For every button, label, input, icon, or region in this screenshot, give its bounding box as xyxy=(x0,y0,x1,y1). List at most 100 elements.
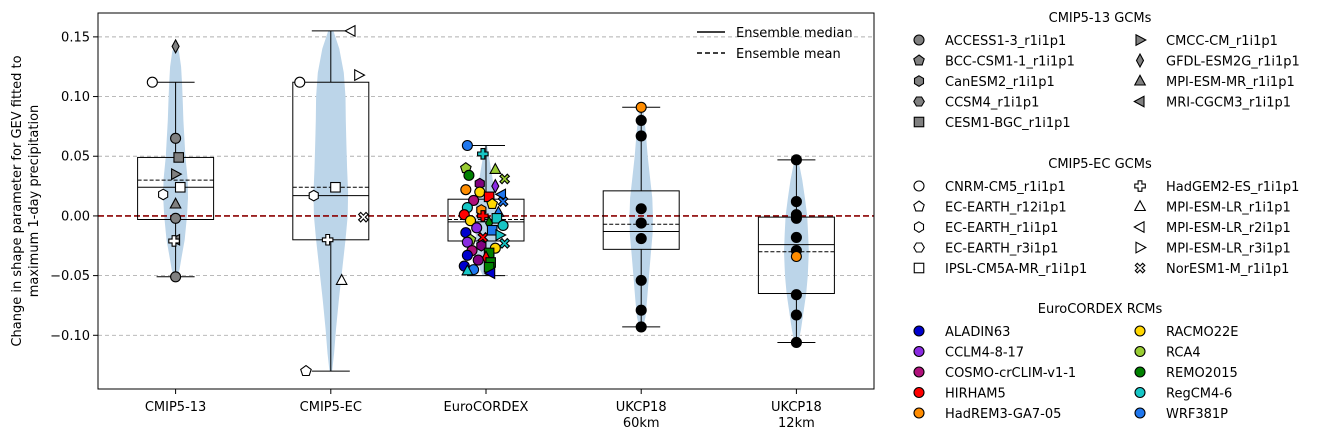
legend-marker xyxy=(1134,386,1146,399)
legend-label: MPI-ESM-LR_r2i1p1 xyxy=(1166,221,1291,236)
legend-label: HadGEM2-ES_r1i1p1 xyxy=(1166,180,1299,195)
legend-marker xyxy=(1135,33,1147,47)
legend-label: GFDL-ESM2G_r1i1p1 xyxy=(1166,55,1300,70)
y-axis-label-line1: Change in shape parameter for GEV fitted… xyxy=(10,55,25,346)
legend-section-title: CMIP5-EC GCMs xyxy=(1048,157,1152,172)
data-point xyxy=(330,181,341,193)
legend-label: EC-EARTH_r1i1p1 xyxy=(945,221,1058,236)
data-point xyxy=(477,148,489,160)
legend-label: HIRHAM5 xyxy=(945,387,1006,402)
legend-marker xyxy=(913,200,925,212)
legend-section-title: CMIP5-13 GCMs xyxy=(1049,11,1152,26)
legend-marker xyxy=(913,96,925,107)
data-point xyxy=(354,68,366,82)
data-point xyxy=(486,197,499,209)
legend-label: RegCM4-6 xyxy=(1166,387,1232,402)
legend-label: BCC-CSM1-1_r1i1p1 xyxy=(945,55,1075,70)
legend-label: MRI-CGCM3_r1i1p1 xyxy=(1166,96,1291,111)
data-point xyxy=(158,188,169,201)
data-point xyxy=(474,186,486,198)
legend-label: CESM1-BGC_r1i1p1 xyxy=(945,116,1071,131)
legend-marker xyxy=(913,262,925,274)
data-point xyxy=(168,235,180,247)
legend-median-label: Ensemble median xyxy=(736,26,853,41)
y-tick-label: 0.15 xyxy=(61,30,90,45)
x-axis: CMIP5-13 CMIP5-EC EuroCORDEX UKCP1860kmUKCP… xyxy=(145,389,822,431)
data-point xyxy=(461,263,474,276)
data-point xyxy=(635,203,647,215)
data-point xyxy=(790,231,802,243)
data-point xyxy=(499,237,511,249)
data-point xyxy=(461,139,473,152)
line-legend: Ensemble median Ensemble mean xyxy=(697,26,853,62)
x-tick-label: CMIP5-13 xyxy=(145,400,206,415)
legend-label: NorESM1-M_r1i1p1 xyxy=(1166,262,1289,277)
data-point xyxy=(635,217,647,229)
legend-marker xyxy=(913,75,925,87)
data-point xyxy=(790,289,802,301)
violin xyxy=(313,30,349,372)
legend-marker xyxy=(1134,345,1146,358)
x-tick-label: EuroCORDEX xyxy=(444,400,529,415)
data-point xyxy=(460,184,472,196)
data-point xyxy=(790,196,802,208)
legend-marker xyxy=(913,116,925,128)
y-tick-label: 0.05 xyxy=(61,150,90,165)
model-legend: CMIP5-13 GCMs ACCESS1-3_r1i1p1 BCC-CSM1-1_… xyxy=(913,11,1300,422)
legend-marker xyxy=(1134,366,1146,378)
data-point xyxy=(483,267,496,280)
data-point xyxy=(497,219,509,232)
legend-marker xyxy=(1134,407,1146,419)
legend-marker xyxy=(913,180,925,192)
legend-label: EC-EARTH_r3i1p1 xyxy=(945,242,1058,257)
data-point xyxy=(463,169,475,181)
legend-label: REMO2015 xyxy=(1166,366,1238,381)
data-point xyxy=(635,114,647,126)
data-point xyxy=(489,162,502,174)
y-tick-label: 0.10 xyxy=(61,90,90,105)
legend-section-title: EuroCORDEX RCMs xyxy=(1038,302,1163,317)
model-points xyxy=(146,24,802,377)
legend-label: RCA4 xyxy=(1166,346,1201,361)
data-point xyxy=(468,194,480,206)
data-point xyxy=(476,239,487,252)
legend-label: CMCC-CM_r1i1p1 xyxy=(1166,34,1278,49)
legend-marker xyxy=(1133,95,1145,108)
legend-label: MPI-ESM-LR_r3i1p1 xyxy=(1166,242,1291,257)
violin xyxy=(629,107,653,327)
data-point xyxy=(464,215,477,227)
legend-mean-label: Ensemble mean xyxy=(736,47,841,62)
x-tick-label: CMIP5-EC xyxy=(300,400,362,415)
data-point xyxy=(170,132,182,144)
legend-label: IPSL-CM5A-MR_r1i1p1 xyxy=(945,262,1087,277)
data-point xyxy=(171,38,180,55)
legend-marker xyxy=(913,242,925,253)
data-point xyxy=(173,152,185,163)
data-point xyxy=(635,130,647,142)
data-point xyxy=(635,101,647,113)
legend-label: CCLM4-8-17 xyxy=(945,346,1024,361)
data-point xyxy=(790,309,802,321)
data-point xyxy=(635,233,647,245)
legend-label: MPI-ESM-LR_r1i1p1 xyxy=(1166,201,1291,216)
data-point xyxy=(635,304,647,316)
legend-marker xyxy=(1134,180,1146,192)
legend-marker xyxy=(913,366,925,378)
legend-marker xyxy=(913,407,925,419)
data-point xyxy=(171,167,183,181)
legend-label: CanESM2_r1i1p1 xyxy=(945,75,1055,90)
data-point xyxy=(790,212,802,224)
box xyxy=(602,190,680,250)
data-point xyxy=(491,213,503,224)
data-point xyxy=(635,274,647,286)
data-point xyxy=(146,76,158,88)
legend-marker xyxy=(1134,262,1146,274)
data-point xyxy=(335,273,348,285)
data-point xyxy=(461,249,473,261)
data-point xyxy=(499,173,511,185)
legend-marker xyxy=(913,386,925,399)
legend-label: RACMO22E xyxy=(1166,325,1238,340)
legend-marker xyxy=(1133,74,1147,86)
x-tick-label: UKCP18 xyxy=(616,400,667,415)
legend-marker xyxy=(913,325,925,337)
